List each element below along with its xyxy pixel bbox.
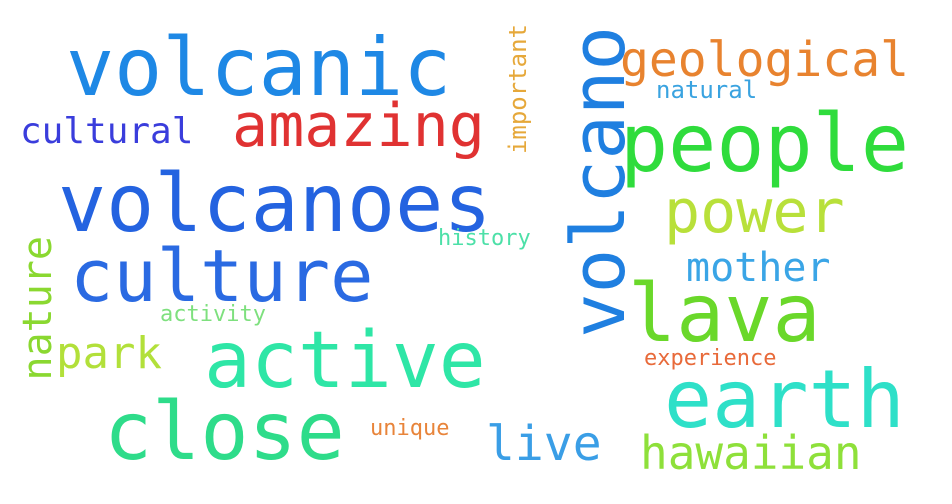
word-history: history: [438, 226, 531, 251]
word-cultural: cultural: [20, 111, 194, 152]
word-activity: activity: [160, 302, 266, 327]
word-park: park: [56, 328, 162, 379]
word-power: power: [664, 177, 845, 247]
word-unique: unique: [370, 416, 450, 441]
word-culture: culture: [70, 234, 374, 318]
word-live: live: [486, 416, 602, 472]
word-lava: lava: [628, 267, 821, 360]
word-important: important: [504, 24, 532, 155]
word-mother: mother: [686, 245, 831, 291]
word-active: active: [204, 316, 486, 406]
word-volcanic: volcanic: [66, 21, 452, 114]
word-geological: geological: [620, 32, 909, 88]
word-nature: nature: [15, 236, 61, 381]
word-experience: experience: [644, 346, 777, 371]
word-volcanoes: volcanoes: [58, 157, 492, 250]
word-natural: natural: [656, 76, 758, 104]
word-people: people: [620, 97, 909, 190]
word-close: close: [104, 385, 345, 478]
word-earth: earth: [664, 353, 905, 446]
word-amazing: amazing: [232, 91, 485, 161]
word-hawaiian: hawaiian: [640, 426, 862, 480]
